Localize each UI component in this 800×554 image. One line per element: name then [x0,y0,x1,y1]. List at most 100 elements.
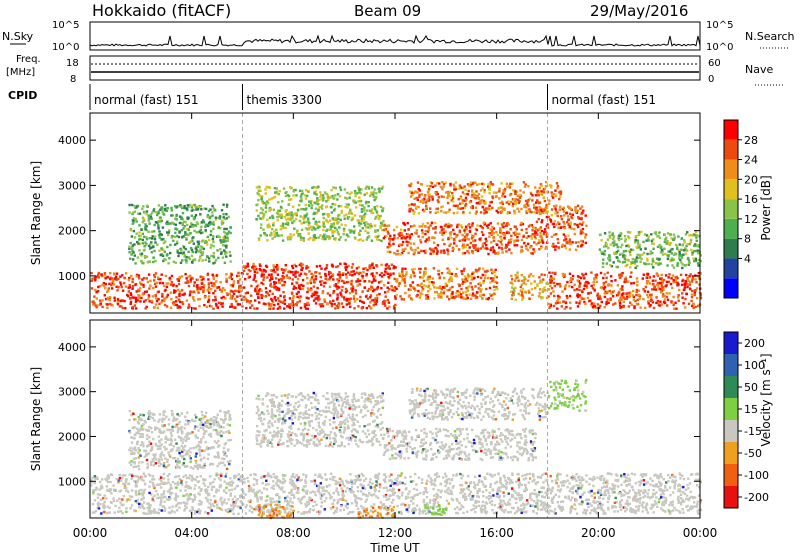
heatmap-cell [102,502,105,506]
heatmap-cell [432,227,435,230]
heatmap-cell [466,193,470,196]
heatmap-cell [488,188,491,191]
heatmap-cell [634,258,637,262]
heatmap-cell [340,295,344,298]
heatmap-cell [474,506,477,509]
heatmap-cell [436,199,439,202]
heatmap-cell [417,235,420,238]
heatmap-cell [109,271,112,275]
heatmap-cell [451,249,454,253]
heatmap-cell [668,503,671,507]
heatmap-cell [537,189,540,193]
heatmap-cell [690,293,694,296]
heatmap-cell [431,281,434,284]
heatmap-cell [526,279,530,282]
heatmap-cell [452,228,455,232]
heatmap-cell [500,246,504,250]
heatmap-cell [218,473,221,476]
heatmap-cell [552,192,556,196]
heatmap-cell [441,238,445,241]
heatmap-cell [314,297,317,300]
heatmap-cell [621,261,625,264]
heatmap-cell [299,287,302,291]
heatmap-cell [598,294,601,298]
heatmap-cell [284,210,287,213]
heatmap-cell [301,189,304,193]
heatmap-cell [295,265,298,268]
heatmap-cell [204,229,207,232]
heatmap-cell [260,273,264,276]
heatmap-cell [415,205,418,209]
heatmap-cell [455,267,459,270]
heatmap-cell [195,208,198,211]
heatmap-cell [563,222,566,225]
heatmap-cell [456,512,459,515]
heatmap-cell [275,190,278,193]
heatmap-cell [403,275,407,278]
heatmap-cell [557,241,560,245]
heatmap-cell [323,236,326,239]
heatmap-cell [104,282,107,286]
heatmap-cell [187,205,190,208]
heatmap-cell [427,239,431,242]
heatmap-cell [193,512,197,515]
heatmap-cell [587,292,590,295]
heatmap-cell [363,215,366,218]
heatmap-cell [693,244,696,247]
heatmap-cell [340,211,343,214]
heatmap-cell [267,503,270,506]
heatmap-cell [699,259,702,263]
heatmap-cell [440,229,444,232]
heatmap-cell [607,506,610,509]
heatmap-cell [159,496,162,499]
heatmap-cell [464,277,467,281]
heatmap-cell [584,512,588,515]
heatmap-cell [451,292,454,296]
heatmap-cell [343,262,346,265]
heatmap-cell [470,206,473,209]
heatmap-cell [612,261,615,264]
heatmap-cell [372,304,375,307]
heatmap-cell [460,224,463,227]
heatmap-cell [545,245,548,249]
heatmap-cell [317,209,320,212]
heatmap-cell [520,279,523,283]
heatmap-cell [345,203,348,206]
heatmap-cell [94,278,97,281]
heatmap-cell [229,477,232,480]
heatmap-cell [585,474,588,477]
heatmap-cell [293,219,296,223]
heatmap-cell [299,195,303,198]
heatmap-cell [679,258,682,262]
heatmap-cell [326,302,329,306]
heatmap-cell [670,248,673,251]
heatmap-cell [172,302,175,306]
heatmap-cell [363,206,366,209]
heatmap-cell [412,286,415,289]
heatmap-cell [348,192,352,196]
heatmap-cell [286,213,289,216]
heatmap-cell [292,233,295,236]
heatmap-cell [314,275,318,278]
heatmap-cell [467,285,471,288]
heatmap-cell [409,246,413,249]
heatmap-cell [300,192,303,196]
heatmap-cell [270,197,273,200]
heatmap-cell [524,290,527,293]
heatmap-cell [267,223,271,226]
heatmap-cell [332,491,335,495]
heatmap-cell [408,234,411,237]
heatmap-cell [117,299,121,303]
heatmap-cell [355,267,359,270]
heatmap-cell [672,303,675,307]
heatmap-cell [104,297,108,301]
heatmap-cell [289,233,292,236]
heatmap-cell [372,277,376,280]
heatmap-cell [283,280,287,284]
heatmap-cell [427,236,431,239]
heatmap-cell [175,296,178,299]
heatmap-cell [242,286,246,289]
heatmap-cell [177,254,180,258]
heatmap-cell [131,307,134,310]
heatmap-cell [648,282,651,285]
